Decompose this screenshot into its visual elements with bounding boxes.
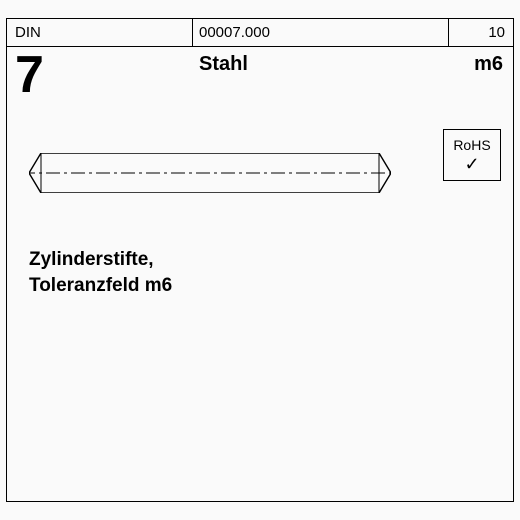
title-row: 7 Stahl m6 xyxy=(7,47,513,105)
pin-drawing xyxy=(29,153,391,193)
rohs-label: RoHS xyxy=(453,137,490,153)
material-label: Stahl xyxy=(193,47,449,76)
check-icon: ✓ xyxy=(464,155,479,173)
header-row: DIN 00007.000 10 xyxy=(7,19,513,47)
tolerance-label: m6 xyxy=(449,47,513,76)
description-line1: Zylinderstifte, xyxy=(29,247,513,273)
description: Zylinderstifte, Toleranzfeld m6 xyxy=(7,235,513,298)
drawing-area: RoHS ✓ xyxy=(7,105,513,235)
header-page: 10 xyxy=(449,19,513,46)
rohs-badge: RoHS ✓ xyxy=(443,129,501,181)
header-standard: DIN xyxy=(7,19,193,46)
header-code: 00007.000 xyxy=(193,19,449,46)
spec-sheet: DIN 00007.000 10 7 Stahl m6 RoHS ✓ Zylin… xyxy=(6,18,514,502)
description-line2: Toleranzfeld m6 xyxy=(29,273,513,299)
standard-number: 7 xyxy=(7,47,193,101)
